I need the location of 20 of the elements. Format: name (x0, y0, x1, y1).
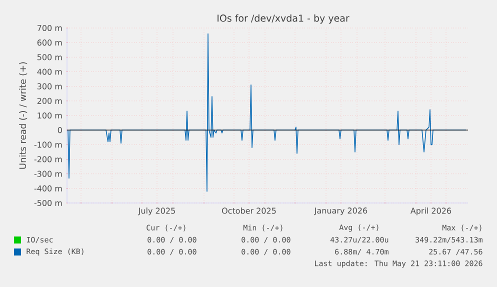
x-tick-label: July 2025 (138, 208, 175, 216)
y-tick-label: -500 m (34, 200, 62, 206)
y-tick-label: 500 m (37, 54, 62, 60)
y-axis-title: Units read (-) / write (+) (19, 62, 28, 169)
x-tick-label: April 2026 (410, 208, 452, 216)
line-series (68, 33, 466, 192)
y-tick-label: 100 m (38, 112, 62, 119)
y-tick-label: -300 m (34, 170, 62, 177)
x-tick-label: October 2025 (222, 208, 276, 214)
x-tick-label: January 2026 (314, 208, 368, 216)
y-tick-label: -200 m (34, 156, 62, 162)
y-tick-label: 0 (58, 127, 62, 134)
chart-title: IOs for /dev/xvda1 - by year (218, 14, 350, 24)
y-tick-label: -100 m (34, 142, 62, 148)
y-tick-label: 700 m (38, 24, 62, 32)
y-tick-label: 400 m (37, 68, 62, 75)
y-tick-label: -400 m (34, 185, 62, 192)
y-tick-label: 600 m (37, 40, 62, 46)
y-tick-label: 300 m (37, 83, 62, 90)
y-tick-label: 200 m (37, 98, 62, 104)
